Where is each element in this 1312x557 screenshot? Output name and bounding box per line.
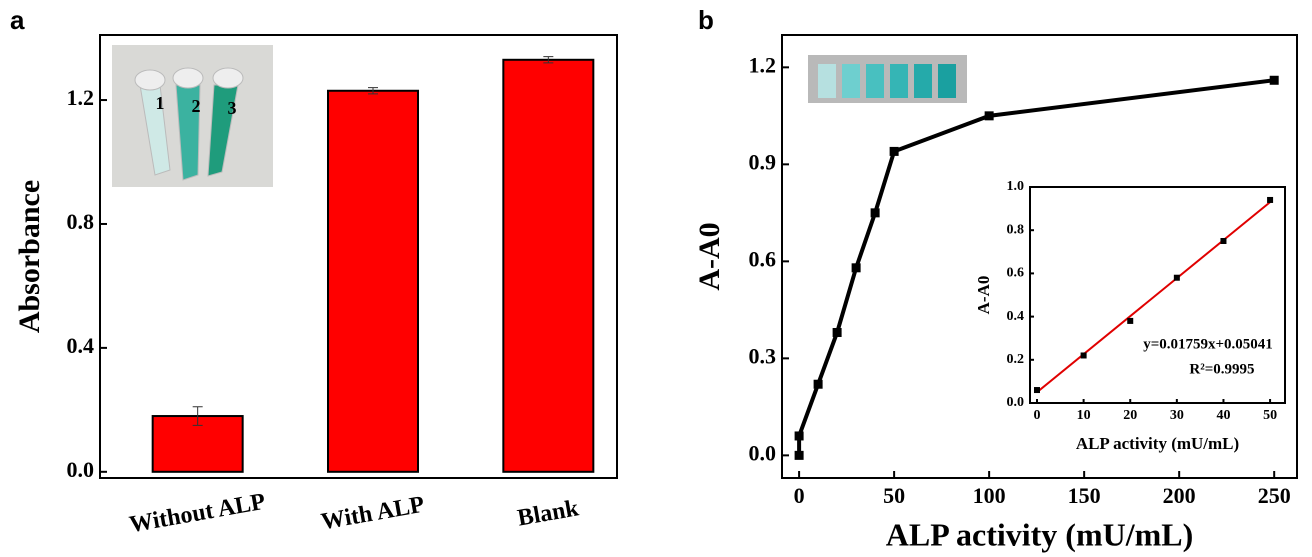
error-bar bbox=[368, 87, 378, 95]
x-tick-label: 0 bbox=[794, 483, 805, 508]
x-tick-label: 50 bbox=[883, 483, 905, 508]
marker bbox=[1269, 75, 1279, 85]
y-axis-label: A-A0 bbox=[974, 276, 993, 315]
marker bbox=[870, 208, 880, 218]
y-tick-label: 1.2 bbox=[749, 52, 777, 77]
y-tick-label: 0.6 bbox=[1007, 266, 1025, 281]
x-tick-label: 150 bbox=[1068, 483, 1101, 508]
x-tick-label: 30 bbox=[1170, 408, 1184, 423]
x-tick-label: With ALP bbox=[319, 492, 426, 536]
y-tick-label: 0.8 bbox=[1007, 222, 1025, 237]
panel-label: a bbox=[10, 5, 25, 35]
photo-label: 1 bbox=[156, 93, 165, 113]
x-tick-label: 40 bbox=[1216, 408, 1230, 423]
x-tick-label: Without ALP bbox=[127, 489, 267, 539]
photo bbox=[112, 45, 273, 187]
marker bbox=[1080, 352, 1087, 359]
bar bbox=[327, 89, 419, 473]
equation: y=0.01759x+0.05041 bbox=[1143, 336, 1273, 352]
marker bbox=[1220, 238, 1227, 244]
x-axis-label: ALP activity (mU/mL) bbox=[886, 516, 1194, 552]
marker bbox=[794, 431, 804, 441]
y-tick-label: 0.3 bbox=[749, 343, 777, 368]
marker bbox=[794, 450, 804, 460]
marker bbox=[832, 327, 842, 337]
x-tick-label: Blank bbox=[516, 495, 582, 531]
error-bar bbox=[192, 406, 203, 426]
photo bbox=[808, 55, 967, 103]
x-axis-label: ALP activity (mU/mL) bbox=[1076, 434, 1239, 453]
x-tick-label: 10 bbox=[1077, 408, 1091, 423]
fit-line bbox=[1036, 201, 1271, 393]
x-tick-label: 0 bbox=[1033, 408, 1040, 423]
r-squared: R²=0.9995 bbox=[1189, 361, 1254, 377]
y-tick-label: 0.8 bbox=[67, 209, 95, 234]
photo-label: 3 bbox=[228, 98, 237, 118]
bar bbox=[502, 58, 595, 473]
y-tick-label: 0.2 bbox=[1007, 352, 1025, 367]
photo-label: 2 bbox=[192, 96, 201, 116]
y-tick-label: 1.2 bbox=[67, 85, 95, 110]
marker bbox=[889, 146, 899, 156]
marker bbox=[1033, 387, 1040, 394]
x-tick-label: 200 bbox=[1163, 483, 1196, 508]
plot-frame bbox=[1029, 186, 1286, 404]
marker bbox=[1267, 196, 1274, 203]
y-tick-label: 0.0 bbox=[1007, 395, 1025, 410]
marker bbox=[851, 263, 861, 273]
x-tick-label: 100 bbox=[973, 483, 1006, 508]
y-tick-label: 0.9 bbox=[749, 149, 777, 174]
x-tick-label: 20 bbox=[1123, 408, 1137, 423]
panel-label: b bbox=[698, 5, 714, 35]
marker bbox=[1173, 274, 1180, 281]
y-axis-label: A-A0 bbox=[693, 222, 726, 290]
marker bbox=[1127, 317, 1134, 324]
y-tick-label: 0.4 bbox=[67, 333, 95, 358]
error-bar bbox=[543, 56, 554, 64]
marker bbox=[813, 379, 823, 389]
plot-frame bbox=[781, 34, 1298, 479]
y-tick-label: 0.0 bbox=[67, 457, 95, 482]
plot-frame bbox=[99, 34, 618, 479]
marker bbox=[984, 111, 994, 121]
x-tick-label: 250 bbox=[1258, 483, 1291, 508]
y-tick-label: 1.0 bbox=[1007, 179, 1025, 194]
y-tick-label: 0.6 bbox=[749, 246, 777, 271]
y-tick-label: 0.4 bbox=[1007, 309, 1025, 324]
y-tick-label: 0.0 bbox=[749, 440, 777, 465]
x-tick-label: 50 bbox=[1263, 408, 1277, 423]
y-axis-label: Absorbance bbox=[13, 180, 46, 333]
